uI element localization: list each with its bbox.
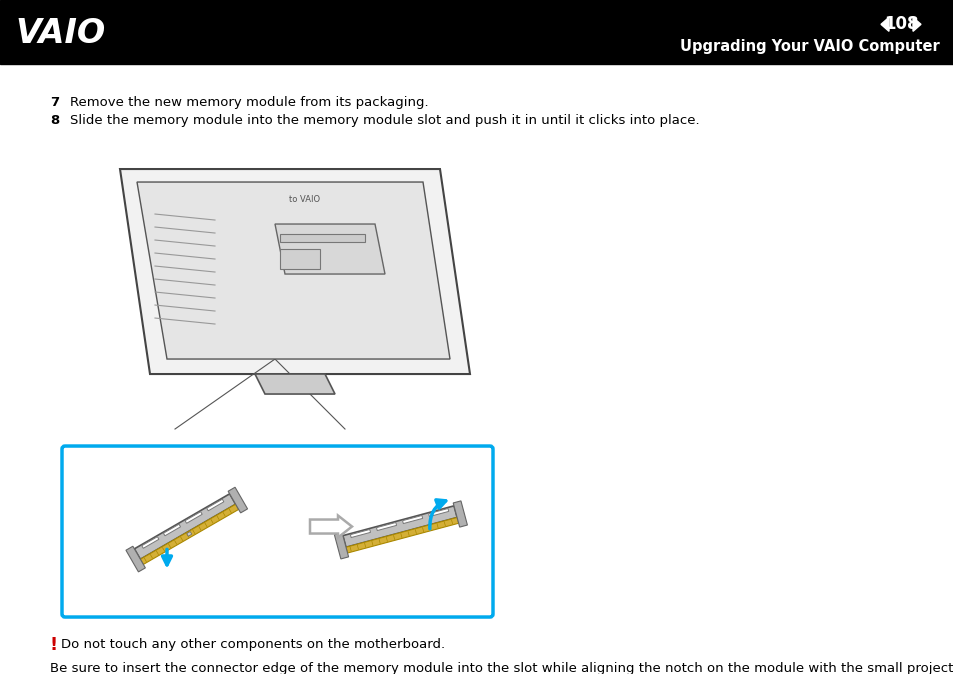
Polygon shape: [402, 516, 422, 524]
Polygon shape: [254, 374, 335, 394]
Text: !: !: [50, 636, 58, 654]
Polygon shape: [140, 504, 238, 564]
FancyArrow shape: [310, 516, 352, 538]
Polygon shape: [912, 18, 920, 31]
Polygon shape: [137, 182, 450, 359]
Text: 8: 8: [50, 114, 59, 127]
Polygon shape: [185, 512, 202, 523]
Polygon shape: [207, 499, 224, 511]
Bar: [280, 234, 365, 242]
Polygon shape: [880, 18, 888, 31]
Polygon shape: [187, 532, 192, 537]
Polygon shape: [142, 537, 159, 548]
Polygon shape: [428, 508, 448, 516]
FancyBboxPatch shape: [62, 446, 493, 617]
Polygon shape: [346, 518, 458, 553]
Polygon shape: [342, 506, 456, 547]
Polygon shape: [335, 532, 348, 559]
Polygon shape: [274, 224, 385, 274]
Polygon shape: [120, 169, 470, 374]
Text: Do not touch any other components on the motherboard.: Do not touch any other components on the…: [61, 638, 445, 651]
Polygon shape: [350, 530, 370, 538]
Text: VAIO: VAIO: [15, 17, 105, 50]
Text: 108: 108: [882, 16, 918, 33]
Text: Remove the new memory module from its packaging.: Remove the new memory module from its pa…: [70, 96, 428, 109]
Polygon shape: [376, 522, 396, 530]
Polygon shape: [163, 524, 180, 536]
Text: Slide the memory module into the memory module slot and push it in until it clic: Slide the memory module into the memory …: [70, 114, 699, 127]
Polygon shape: [228, 487, 247, 513]
Text: to VAIO: to VAIO: [289, 195, 320, 204]
Text: 7: 7: [50, 96, 59, 109]
Polygon shape: [134, 494, 235, 559]
Text: Upgrading Your VAIO Computer: Upgrading Your VAIO Computer: [679, 38, 939, 54]
Bar: [280, 249, 319, 269]
Text: Be sure to insert the connector edge of the memory module into the slot while al: Be sure to insert the connector edge of …: [50, 662, 953, 674]
Bar: [0, 0, 953, 64]
Polygon shape: [126, 546, 145, 572]
Polygon shape: [453, 501, 467, 527]
